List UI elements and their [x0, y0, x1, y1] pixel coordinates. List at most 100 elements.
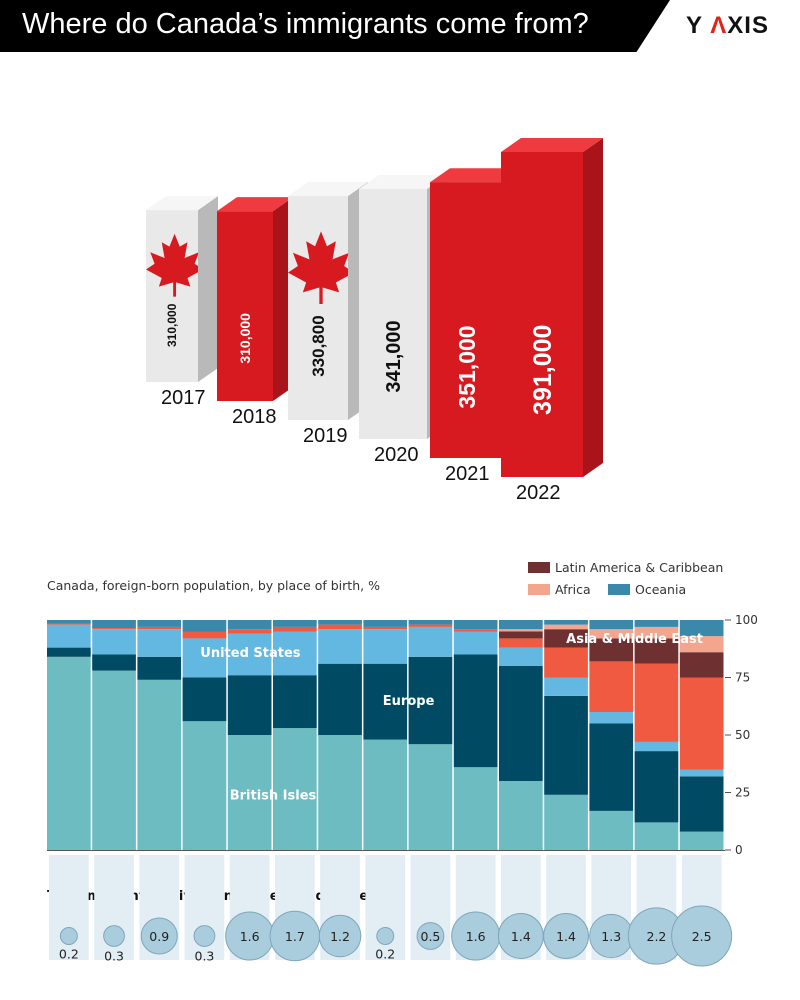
stack-1971: [499, 620, 543, 850]
segment-oceania: [92, 620, 136, 629]
segment-british-isles: [634, 822, 679, 850]
bubble-label: 0.2: [375, 946, 395, 961]
bubble-label: 1.6: [466, 929, 486, 944]
segment-oceania: [408, 620, 453, 625]
segment-oceania: [47, 620, 91, 624]
bar-year-label: 2017: [161, 387, 206, 409]
segment-europe: [634, 751, 679, 823]
stack-1901: [182, 620, 227, 850]
segment-europe: [544, 695, 588, 795]
segment-latin-america-caribbean: [679, 652, 724, 678]
segment-british-isles: [318, 735, 362, 850]
y-tick-label: 75: [735, 671, 750, 685]
bar-top: [430, 168, 524, 183]
bubble-label: 1.2: [330, 929, 350, 944]
segment-africa: [679, 636, 724, 653]
segment-europe: [499, 666, 543, 781]
bar-side: [198, 196, 218, 382]
segment-british-isles: [453, 767, 498, 850]
segment-asia-middle-east: [544, 647, 588, 678]
segment-europe: [363, 663, 408, 740]
segment-europe: [137, 656, 182, 680]
segment-latin-america-caribbean: [589, 638, 634, 662]
bubble-label: 2.2: [647, 929, 667, 944]
segment-asia-middle-east: [92, 628, 136, 630]
segment-asia-middle-east: [634, 663, 679, 742]
bar-year-label: 2022: [516, 482, 561, 504]
bubble: [318, 914, 362, 958]
segment-europe: [92, 654, 136, 671]
segment-british-isles: [679, 831, 724, 850]
logo-text-accent: Λ: [710, 12, 728, 39]
stack-1871: [47, 620, 91, 850]
series-label: Europe: [383, 694, 435, 709]
segment-asia-middle-east: [227, 629, 272, 634]
stack-1881: [92, 620, 136, 850]
segment-united-states: [137, 629, 182, 657]
bar-face: [146, 210, 198, 382]
legend-label: Africa: [555, 582, 591, 597]
bar-top: [146, 196, 218, 211]
bar-2019: 330,800 2019: [288, 181, 368, 447]
bubble-label: 0.5: [421, 929, 441, 944]
segment-united-states: [273, 631, 317, 676]
segment-united-states: [679, 769, 724, 777]
bar-side: [583, 138, 603, 477]
bubble: [140, 917, 178, 955]
segment-asia-middle-east: [273, 626, 317, 632]
bubble-label: 1.4: [511, 929, 531, 944]
segment-british-isles: [499, 781, 543, 850]
segment-europe: [182, 677, 227, 722]
stack-2001: [634, 620, 679, 850]
bar-year-label: 2019: [303, 425, 348, 447]
segment-asia-middle-east: [679, 677, 724, 770]
logo-text-right: XIS: [727, 12, 769, 39]
segment-asia-middle-east: [47, 623, 91, 625]
stack-1951: [408, 620, 453, 850]
stack-1921: [273, 620, 317, 850]
segment-europe: [318, 663, 362, 735]
stack-1981: [544, 620, 588, 850]
segment-europe: [273, 675, 317, 729]
bar-face: [430, 182, 504, 459]
segment-united-states: [227, 633, 272, 676]
segment-africa: [634, 626, 679, 639]
segment-british-isles: [273, 728, 317, 850]
legend-swatch: [608, 584, 630, 595]
segment-oceania: [679, 620, 724, 637]
annual-immigration-chart: 310,000 2017 310,000 2018 330,800 2019 341,000…: [146, 138, 603, 504]
segment-asia-middle-east: [363, 626, 408, 630]
segment-asia-middle-east: [408, 624, 453, 627]
bar-value-label: 391,000: [529, 325, 557, 415]
segment-latin-america-caribbean: [634, 638, 679, 664]
bubble: [543, 913, 589, 959]
bubble-label: 0.2: [59, 946, 79, 961]
segment-oceania: [318, 620, 362, 625]
legend-swatch: [528, 562, 550, 573]
segment-africa: [499, 629, 543, 632]
bar-top: [288, 181, 368, 196]
segment-asia-middle-east: [318, 624, 362, 630]
segment-asia-middle-east: [182, 631, 227, 639]
segment-oceania: [137, 620, 182, 627]
y-tick-label: 100: [735, 613, 758, 627]
segment-europe: [453, 654, 498, 768]
brand-logo: Y ΛXIS: [686, 12, 769, 40]
page-title: Where do Canada’s immigrants come from?: [22, 8, 589, 40]
segment-asia-middle-east: [137, 626, 182, 630]
segment-africa: [589, 629, 634, 639]
segment-europe: [47, 647, 91, 657]
segment-oceania: [227, 620, 272, 630]
segment-europe: [589, 723, 634, 811]
segment-british-isles: [544, 794, 588, 850]
segment-united-states: [589, 712, 634, 724]
bubble: [193, 925, 216, 947]
segment-united-states: [182, 638, 227, 678]
series-label: British Isles: [230, 788, 317, 803]
header: Where do Canada’s immigrants come from? …: [0, 0, 800, 52]
foreign-born-chart: Canada, foreign-born population, by plac…: [47, 560, 758, 967]
segment-united-states: [408, 626, 453, 657]
segment-oceania: [544, 620, 588, 625]
segment-africa: [544, 624, 588, 630]
bar-face: [288, 195, 348, 420]
